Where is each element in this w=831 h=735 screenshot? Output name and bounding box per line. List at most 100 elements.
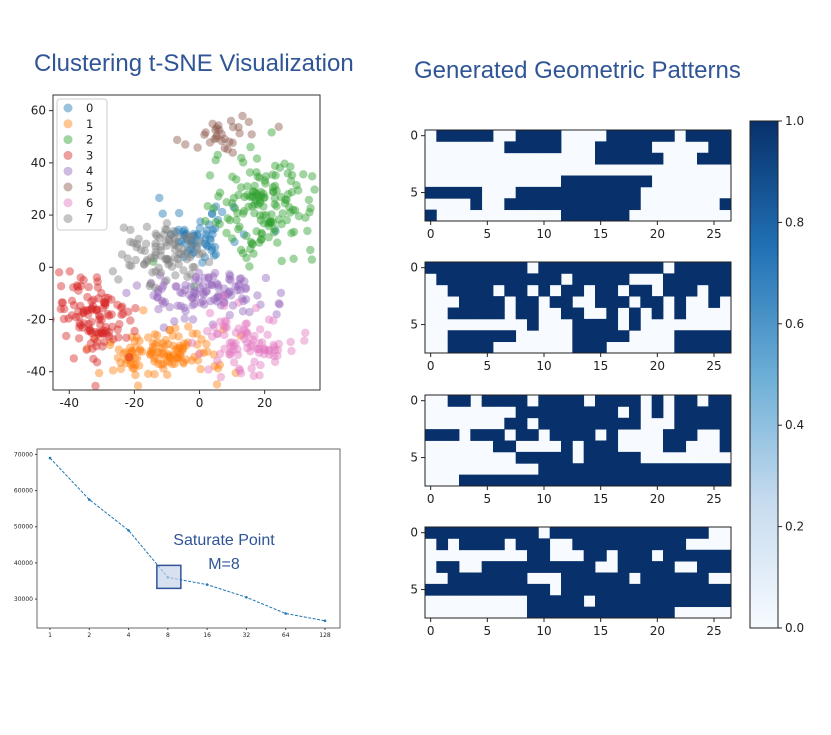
heatmap-cell: [606, 262, 619, 274]
heatmap-cell: [708, 141, 721, 154]
tsne-legend-label: 7: [86, 212, 93, 226]
heatmap-cell: [595, 572, 607, 585]
tsne-point-cluster-6: [220, 330, 229, 340]
tsne-point-cluster-1: [165, 351, 174, 360]
tsne-point-cluster-7: [125, 261, 134, 270]
heatmap-cell: [527, 538, 539, 551]
heatmap-cell: [674, 262, 687, 274]
heatmap-cell: [572, 406, 585, 419]
heatmap-cell: [685, 583, 698, 596]
tsne-point-cluster-3: [88, 344, 97, 353]
tsne-point-cluster-0: [211, 202, 221, 211]
tsne-point-cluster-2: [289, 254, 298, 263]
heatmap-cell: [583, 549, 596, 562]
tsne-point-cluster-0: [189, 231, 199, 241]
heatmap-cell: [572, 474, 585, 487]
tsne-point-cluster-2: [229, 193, 239, 203]
tsne-point-cluster-2: [239, 207, 249, 216]
tsne-point-cluster-0: [174, 208, 184, 218]
heatmap-cell: [470, 538, 483, 551]
heatmap-cell: [583, 318, 596, 331]
tsne-point-cluster-2: [306, 245, 315, 255]
tsne-point-cluster-3: [88, 302, 98, 311]
heatmap-cell: [685, 273, 698, 286]
tsne-point-cluster-7: [162, 225, 171, 235]
tsne-point-cluster-2: [278, 209, 287, 218]
tsne-point-cluster-6: [250, 331, 259, 341]
heatmap-cell: [583, 527, 596, 539]
tsne-point-cluster-5: [211, 125, 220, 135]
tsne-point-cluster-2: [203, 202, 212, 211]
heatmap-ytick-label: 0: [410, 526, 418, 540]
heatmap-cell: [447, 273, 460, 286]
tsne-point-cluster-2: [255, 196, 265, 205]
tsne-point-cluster-1: [165, 353, 174, 362]
tsne-point-cluster-0: [182, 234, 192, 244]
heatmap-cell: [606, 429, 619, 441]
colorbar-gradient: [749, 120, 779, 629]
tsne-point-cluster-1: [160, 349, 169, 359]
tsne-point-cluster-0: [180, 225, 189, 235]
tsne-point-cluster-7: [173, 254, 182, 264]
saturation-xtick-label: 1: [48, 632, 52, 639]
tsne-point-cluster-0: [195, 236, 205, 245]
heatmap-cell: [697, 583, 709, 596]
tsne-point-cluster-7: [140, 260, 149, 269]
tsne-point-cluster-2: [343, 205, 351, 213]
tsne-point-cluster-6: [286, 337, 295, 347]
heatmap-xtick-label: 15: [593, 359, 608, 373]
tsne-point-cluster-1: [125, 353, 135, 362]
heatmap-cell: [549, 141, 562, 154]
heatmap-cell: [719, 198, 732, 211]
tsne-ytick-label: -20: [26, 313, 46, 327]
heatmap-cell: [708, 395, 721, 407]
heatmap-cell: [538, 606, 551, 619]
tsne-point-cluster-5: [234, 123, 243, 132]
tsne-point-cluster-2: [245, 262, 254, 271]
tsne-point-cluster-7: [156, 242, 165, 251]
tsne-point-cluster-7: [198, 249, 207, 258]
heatmap-cell: [617, 583, 630, 596]
tsne-xtick-label: 0: [196, 396, 204, 410]
heatmap-cell: [470, 284, 483, 297]
tsne-point-cluster-7: [174, 242, 183, 252]
tsne-point-cluster-5: [223, 145, 232, 154]
tsne-point-cluster-1: [192, 329, 201, 338]
heatmap-cell: [470, 429, 483, 441]
tsne-point-cluster-3: [76, 301, 85, 311]
heatmap-cell: [674, 572, 687, 585]
heatmap-cell: [595, 417, 607, 430]
tsne-point-cluster-1: [151, 340, 160, 349]
tsne-point-cluster-3: [65, 267, 75, 276]
tsne-point-cluster-2: [214, 192, 223, 201]
tsne-point-cluster-2: [225, 216, 235, 225]
heatmap-cell: [527, 141, 539, 154]
tsne-point-cluster-2: [252, 227, 261, 236]
tsne-point-cluster-1: [153, 354, 162, 364]
heatmap-cell: [697, 262, 709, 274]
heatmap-cell: [583, 463, 596, 476]
tsne-point-cluster-6: [249, 371, 258, 380]
tsne-point-cluster-4: [220, 292, 230, 301]
tsne-point-cluster-4: [180, 314, 189, 323]
tsne-point-cluster-2: [243, 182, 252, 191]
heatmap-cell: [617, 296, 630, 308]
tsne-point-cluster-7: [141, 239, 151, 248]
heatmap-cell: [640, 583, 653, 596]
heatmap-cell: [595, 198, 607, 211]
tsne-point-cluster-1: [146, 350, 155, 359]
heatmap-cell: [459, 273, 471, 286]
tsne-point-cluster-2: [239, 209, 248, 218]
heatmap-cell: [595, 141, 607, 154]
tsne-point-cluster-7: [186, 253, 195, 262]
tsne-point-cluster-3: [84, 319, 93, 329]
tsne-point-cluster-0: [180, 230, 189, 240]
tsne-point-cluster-2: [268, 170, 277, 179]
saturation-highlight-box: [156, 564, 182, 590]
tsne-point-cluster-3: [88, 305, 97, 314]
tsne-point-cluster-4: [213, 297, 222, 306]
tsne-point-cluster-1: [130, 353, 140, 363]
heatmap-cell: [674, 395, 687, 407]
heatmap-cell: [651, 474, 664, 487]
heatmap-cell: [697, 130, 709, 142]
